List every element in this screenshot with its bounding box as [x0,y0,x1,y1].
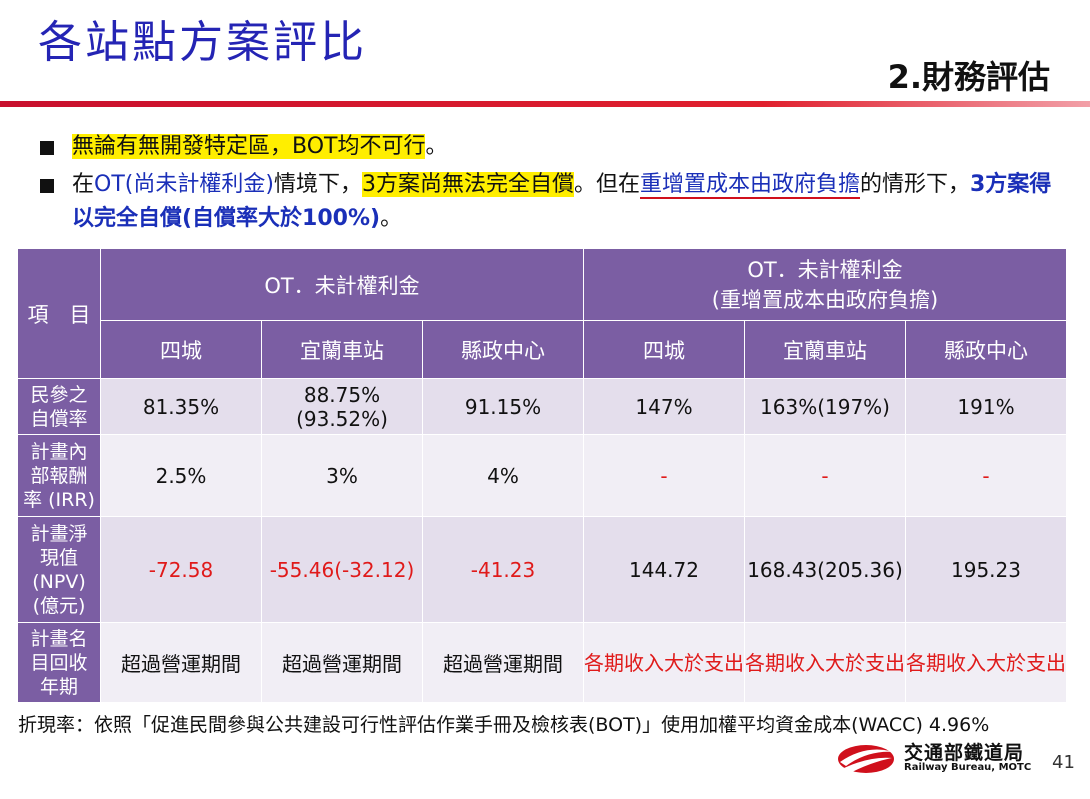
table-cell: 3% [261,434,423,517]
row-header-line: 計畫名 [30,627,88,650]
table-cell: 168.43(205.36) [744,516,906,623]
table-cell: 88.75%(93.52%) [261,378,423,435]
table-cell: 各期收入大於支出 [583,622,745,703]
row-header-line: 計畫淨 [30,522,88,545]
table-cell: 4% [422,434,584,517]
bullet-2-highlight: 3方案尚無法完全自償 [361,172,574,197]
comparison-table: 項 目 OT．未計權利金 OT．未計權利金 (重增置成本由政府負擔) 四城 宜蘭… [17,248,1067,703]
group-header-ot-gov-line2: (重增置成本由政府負擔) [711,287,939,312]
row-header-line: 目回收 [30,651,88,674]
table-cell: -41.23 [422,516,584,623]
group-header-ot-gov-line1: OT．未計權利金 [747,257,903,282]
row-header: 計畫淨 現值 (NPV) (億元) [17,516,101,623]
table-corner-header: 項 目 [17,248,101,379]
railway-bureau-logo-icon [838,745,894,773]
col-header: 宜蘭車站 [261,320,423,379]
bullet-square-icon [40,179,54,193]
row-header-line: 率 (IRR) [23,488,95,511]
logo-chinese-text: 交通部鐵道局 [904,742,1025,764]
bullet-2-conclusion: 3方案得以完全自償(自償率大於100%) [72,172,1052,231]
logo-english-text: Railway Bureau, MOTC [904,762,1032,773]
row-header-line: 自償率 [30,407,88,430]
row-header: 民參之 自償率 [17,378,101,435]
table-cell: 超過營運期間 [261,622,423,703]
railway-bureau-logo: 交通部鐵道局 Railway Bureau, MOTC [836,738,1041,778]
page-title: 各站點方案評比 [38,17,367,68]
bullet-2-part7: 的情形下， [859,172,970,197]
bullet-square-icon [40,141,54,155]
section-label: 2.財務評估 [887,58,1050,96]
group-header-ot-gov: OT．未計權利金 (重增置成本由政府負擔) [583,248,1067,321]
header-divider [0,101,1090,107]
table-cell: 81.35% [100,378,262,435]
table-cell: 195.23 [905,516,1067,623]
row-header-line: (NPV) [32,570,86,593]
col-header: 縣政中心 [422,320,584,379]
bullet-1-highlight: 無論有無開發特定區，BOT均不可行 [72,134,426,159]
row-header-line: 年期 [39,675,78,698]
table-cell: 各期收入大於支出 [905,622,1067,703]
table-cell: 91.15% [422,378,584,435]
col-header: 四城 [583,320,745,379]
table-cell: - [905,434,1067,517]
bullet-2: 在OT(尚未計權利金)情境下，3方案尚無法完全自償。但在重增置成本由政府負擔的情… [40,168,1070,236]
table-cell: - [583,434,745,517]
table-row: 計畫淨 現值 (NPV) (億元) -72.58 -55.46(-32.12) … [17,516,1067,623]
bullet-2-part1: 在 [72,172,95,197]
row-header-line: 民參之 [30,383,88,406]
bullet-2-ot: OT(尚未計權利金) [94,172,274,197]
table-cell: -72.58 [100,516,262,623]
bullet-2-part3: 情境下， [273,172,362,197]
table-cell: - [744,434,906,517]
page-number: 41 [1052,752,1075,773]
bullet-1: 無論有無開發特定區，BOT均不可行。 [40,130,1070,164]
row-header: 計畫名 目回收 年期 [17,622,101,703]
table-row: 計畫名 目回收 年期 超過營運期間 超過營運期間 超過營運期間 各期收入大於支出… [17,622,1067,703]
bullet-2-underlined: 重增置成本由政府負擔 [639,172,860,199]
table-cell: 各期收入大於支出 [744,622,906,703]
col-header: 縣政中心 [905,320,1067,379]
discount-rate-note: 折現率：依照「促進民間參與公共建設可行性評估作業手冊及檢核表(BOT)」使用加權… [18,714,990,736]
row-header-line: 現值 [39,546,78,569]
table-cell: 超過營運期間 [100,622,262,703]
table-cell: 163%(197%) [744,378,906,435]
col-header: 四城 [100,320,262,379]
row-header-line: 計畫內 [30,440,88,463]
bullet-list: 無論有無開發特定區，BOT均不可行。 在OT(尚未計權利金)情境下，3方案尚無法… [40,130,1070,236]
table-row: 計畫內 部報酬 率 (IRR) 2.5% 3% 4% - - - [17,434,1067,517]
col-header: 宜蘭車站 [744,320,906,379]
table-cell: 2.5% [100,434,262,517]
table-cell: 147% [583,378,745,435]
row-header-line: (億元) [32,594,86,617]
bullet-2-end: 。 [380,206,403,231]
bullet-1-end: 。 [425,134,448,159]
table-cell: 超過營運期間 [422,622,584,703]
table-cell: -55.46(-32.12) [261,516,423,623]
group-header-ot: OT．未計權利金 [100,248,584,321]
bullet-2-part5: 。但在 [573,172,640,197]
table-cell: 144.72 [583,516,745,623]
row-header-line: 部報酬 [30,464,88,487]
row-header: 計畫內 部報酬 率 (IRR) [17,434,101,517]
table-row: 民參之 自償率 81.35% 88.75%(93.52%) 91.15% 147… [17,378,1067,435]
table-cell: 191% [905,378,1067,435]
